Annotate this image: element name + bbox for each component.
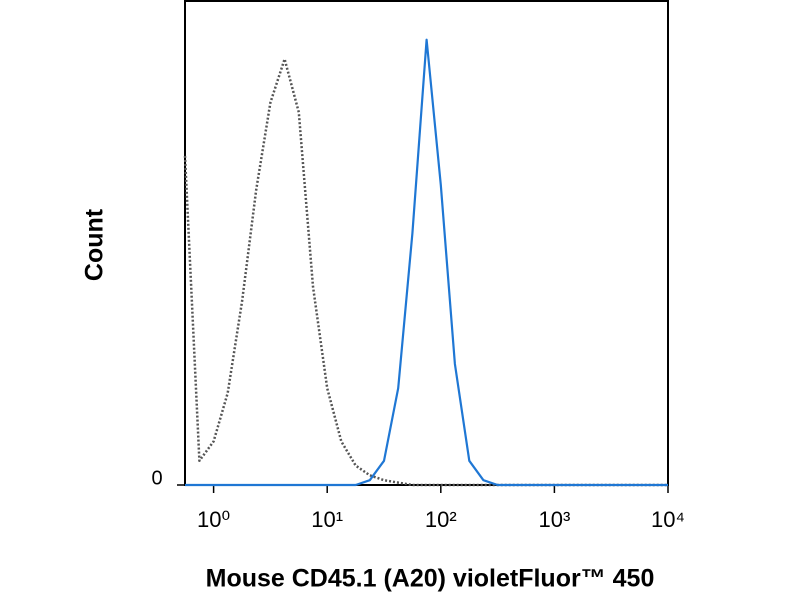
x-tick-label: 10² bbox=[425, 507, 457, 532]
x-tick-label: 10⁰ bbox=[197, 507, 230, 532]
y-axis-title: Count bbox=[81, 208, 109, 281]
plot-frame bbox=[184, 0, 669, 486]
y-tick-label: 0 bbox=[151, 467, 162, 489]
x-tick-label: 10⁴ bbox=[651, 507, 685, 532]
histogram-line bbox=[185, 38, 668, 487]
x-tick-label: 10³ bbox=[539, 507, 571, 532]
histogram-line bbox=[183, 57, 668, 487]
x-axis-title: Mouse CD45.1 (A20) violetFluor™ 450 bbox=[206, 565, 655, 593]
x-tick-label: 10¹ bbox=[311, 507, 343, 532]
